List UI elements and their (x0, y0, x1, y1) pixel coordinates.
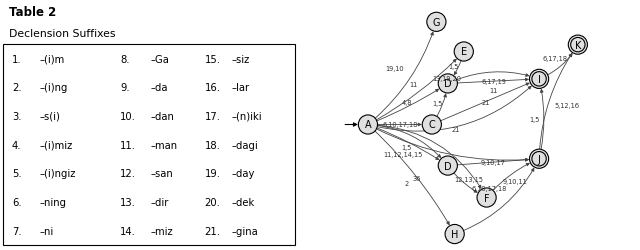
Text: 11,12,14,15: 11,12,14,15 (383, 151, 423, 157)
Text: 4,8: 4,8 (401, 100, 412, 105)
Text: 1,5: 1,5 (449, 64, 459, 70)
Text: –lar: –lar (232, 83, 250, 93)
Text: –dan: –dan (150, 112, 174, 122)
Text: 1,5: 1,5 (401, 145, 412, 151)
Text: –san: –san (150, 168, 173, 178)
Text: –(i)ng: –(i)ng (39, 83, 67, 93)
Text: 3.: 3. (12, 112, 22, 122)
Text: –(n)iki: –(n)iki (232, 112, 262, 122)
Text: –man: –man (150, 140, 177, 150)
Text: H: H (451, 229, 458, 239)
Text: –Ga: –Ga (150, 54, 169, 64)
Text: 17.: 17. (205, 112, 221, 122)
Text: A: A (365, 120, 371, 130)
Text: G: G (433, 18, 440, 28)
Text: 6,10,17,18: 6,10,17,18 (472, 185, 507, 191)
Text: –(i)miz: –(i)miz (39, 140, 72, 150)
Text: 9,10,17: 9,10,17 (481, 160, 506, 166)
Circle shape (454, 43, 474, 62)
Text: 2: 2 (404, 180, 409, 186)
Text: 11: 11 (490, 88, 498, 94)
Text: 21: 21 (452, 126, 460, 132)
Text: 36: 36 (413, 175, 421, 181)
Text: –(i)m: –(i)m (39, 54, 65, 64)
Text: K: K (575, 40, 581, 50)
Circle shape (427, 13, 446, 32)
Text: Declension Suffixes: Declension Suffixes (9, 29, 116, 39)
Text: 1.: 1. (12, 54, 22, 64)
Text: 4.: 4. (12, 140, 22, 150)
Text: 5.: 5. (12, 168, 22, 178)
Text: –dagi: –dagi (232, 140, 259, 150)
Text: 7.: 7. (12, 226, 22, 236)
Text: Table 2: Table 2 (9, 6, 56, 19)
Text: –ni: –ni (39, 226, 53, 236)
Text: 13,19,20: 13,19,20 (433, 76, 461, 82)
FancyBboxPatch shape (3, 45, 295, 245)
Text: 15.: 15. (205, 54, 221, 64)
Text: 9,10,11: 9,10,11 (503, 178, 527, 184)
Circle shape (445, 224, 464, 244)
Text: –da: –da (150, 83, 168, 93)
Text: –siz: –siz (232, 54, 250, 64)
Text: 18.: 18. (205, 140, 220, 150)
Text: J: J (538, 154, 541, 164)
Text: 12.: 12. (120, 168, 136, 178)
Text: –(i)ngiz: –(i)ngiz (39, 168, 76, 178)
Text: 9.: 9. (120, 83, 130, 93)
Text: –dir: –dir (150, 197, 169, 207)
Text: 11.: 11. (120, 140, 136, 150)
Text: 14.: 14. (120, 226, 136, 236)
Text: 1,5: 1,5 (432, 100, 442, 106)
Text: –day: –day (232, 168, 255, 178)
Text: E: E (461, 47, 467, 57)
Text: –miz: –miz (150, 226, 173, 236)
Circle shape (438, 74, 458, 94)
Text: C: C (428, 120, 435, 130)
Text: –dek: –dek (232, 197, 255, 207)
Text: –gina: –gina (232, 226, 259, 236)
Text: 19,10: 19,10 (385, 66, 404, 72)
Circle shape (422, 116, 442, 134)
Text: 8.: 8. (120, 54, 130, 64)
Text: 11: 11 (409, 82, 417, 88)
Text: –ning: –ning (39, 197, 66, 207)
Text: 6,17,19: 6,17,19 (481, 79, 506, 85)
Circle shape (477, 188, 496, 207)
Text: 19.: 19. (205, 168, 221, 178)
Text: 6,17,18: 6,17,18 (543, 56, 568, 62)
Text: F: F (484, 193, 490, 203)
Circle shape (438, 156, 458, 176)
Text: 21: 21 (481, 99, 490, 105)
Text: D: D (444, 161, 452, 171)
Text: 2.: 2. (12, 83, 22, 93)
Text: 6.: 6. (12, 197, 22, 207)
Text: 1,5: 1,5 (529, 116, 540, 122)
Text: 10.: 10. (120, 112, 136, 122)
Circle shape (568, 36, 588, 55)
Text: 6,10,17,18: 6,10,17,18 (382, 122, 417, 128)
Text: 12,13,15: 12,13,15 (454, 176, 484, 182)
Text: I: I (538, 74, 541, 85)
Circle shape (358, 116, 378, 134)
Text: 20.: 20. (205, 197, 220, 207)
Text: D: D (444, 79, 452, 89)
Text: 16.: 16. (205, 83, 221, 93)
Text: –s(i): –s(i) (39, 112, 60, 122)
Text: 21.: 21. (205, 226, 221, 236)
Text: 13.: 13. (120, 197, 136, 207)
Circle shape (529, 70, 548, 89)
Circle shape (529, 150, 548, 169)
Text: 5,12,16: 5,12,16 (554, 102, 580, 108)
